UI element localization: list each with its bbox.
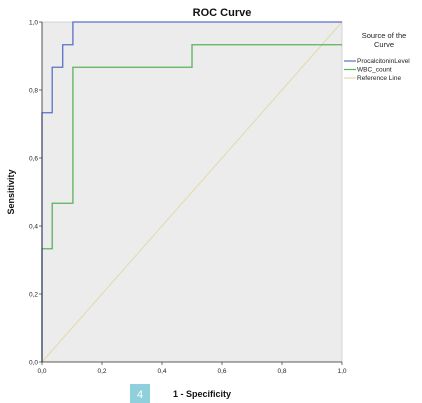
legend: Source of the Curve ProcalcitoninLevel WB… [344, 31, 410, 82]
axes [41, 22, 342, 363]
x-tick-label: 1,0 [337, 368, 346, 375]
series-line-reference-line [41, 21, 343, 363]
legend-item-label: WBC_count [357, 67, 392, 74]
x-axis-label: 1 - Specificity [173, 389, 231, 399]
ticks: 0,0 0,2 0,4 0,6 0,8 1,0 0,0 0,2 0,4 0,6 0,8 1,0 [29, 19, 347, 375]
x-tick-label: 0,6 [217, 368, 226, 375]
x-tick-label: 0,2 [97, 368, 106, 375]
y-tick-label: 1,0 [29, 19, 38, 26]
badge-background [130, 384, 150, 403]
x-tick-label: 0,4 [157, 368, 166, 375]
x-tick-label: 0,0 [37, 368, 46, 375]
series-layer [41, 21, 343, 363]
y-tick-label: 0,4 [29, 223, 38, 230]
legend-title-line-1: Source of the [362, 31, 407, 40]
legend-item-label: Reference Line [357, 75, 401, 82]
y-tick-label: 0,0 [29, 359, 38, 366]
y-axis-label: Sensitivity [6, 169, 16, 214]
chart-title: ROC Curve [193, 7, 252, 19]
legend-item-label: ProcalcitoninLevel [357, 58, 410, 65]
y-tick-label: 0,2 [29, 291, 38, 298]
legend-title-line-2: Curve [374, 40, 394, 49]
y-tick-label: 0,6 [29, 155, 38, 162]
figure-number-badge: 4 [130, 384, 150, 403]
series-line-wbc-count [41, 44, 342, 362]
series-line-procalcitoninlevel [41, 21, 342, 362]
badge-text: 4 [137, 389, 143, 401]
x-tick-label: 0,8 [277, 368, 286, 375]
y-tick-label: 0,8 [29, 87, 38, 94]
